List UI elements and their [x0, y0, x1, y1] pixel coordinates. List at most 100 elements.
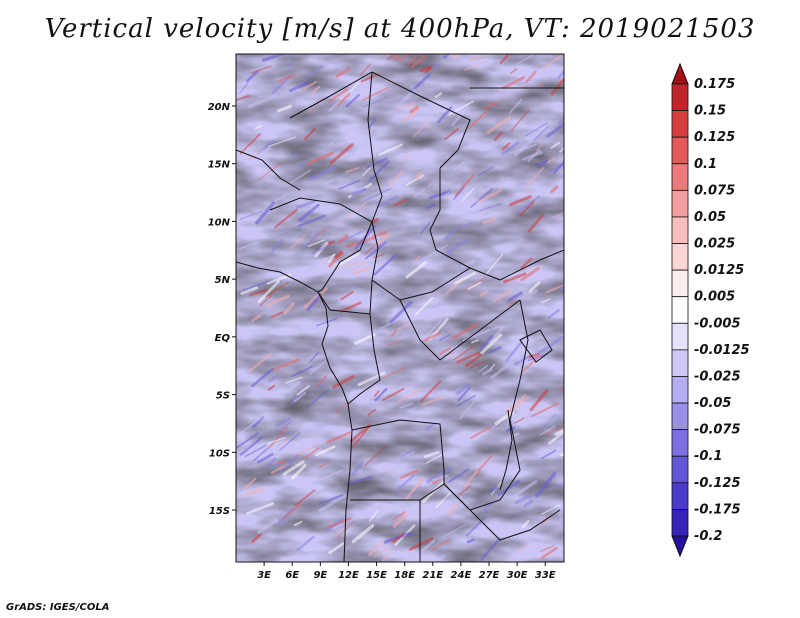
- colorbar-top-arrow: [671, 62, 689, 85]
- field-streak: [277, 73, 296, 83]
- field-streak: [435, 492, 451, 509]
- field-streak: [268, 375, 278, 383]
- field-streak: [337, 92, 351, 106]
- field-streak: [373, 546, 389, 558]
- field-streak: [277, 420, 293, 433]
- field-streak: [541, 297, 551, 304]
- field-streak: [434, 555, 446, 562]
- field-streak: [562, 345, 564, 348]
- field-streak: [398, 54, 410, 62]
- field-streak: [297, 214, 327, 228]
- field-streak: [315, 469, 344, 483]
- field-streak: [399, 469, 419, 479]
- field-streak: [505, 393, 527, 418]
- field-streak: [238, 81, 249, 94]
- field-streak: [362, 87, 389, 101]
- field-streak: [239, 436, 263, 456]
- field-streak: [488, 346, 502, 354]
- field-streak: [340, 301, 362, 313]
- field-streak: [477, 188, 503, 204]
- lat-tick-label: 5S: [216, 391, 230, 402]
- field-streak: [470, 426, 491, 439]
- field-streak: [439, 334, 451, 341]
- field-streak: [398, 88, 416, 107]
- field-streak: [545, 283, 564, 294]
- field-streak: [423, 451, 440, 459]
- field-streak: [527, 213, 545, 233]
- field-streak: [276, 460, 286, 465]
- field-streak: [239, 133, 261, 155]
- field-streak: [308, 360, 327, 376]
- field-streak: [268, 437, 286, 444]
- field-streak: [557, 118, 564, 125]
- field-streak: [526, 166, 545, 188]
- colorbar-swatch: [671, 136, 689, 165]
- field-streak: [477, 166, 494, 177]
- field-streak: [373, 254, 397, 276]
- coastline-west: [236, 261, 353, 562]
- field-streak: [521, 520, 530, 529]
- field-streak: [531, 402, 559, 417]
- field-streak: [351, 187, 367, 197]
- field-streak: [316, 383, 326, 390]
- field-streak: [450, 495, 463, 509]
- field-streak: [296, 535, 315, 552]
- field-streak: [420, 221, 431, 235]
- field-streak: [549, 163, 564, 172]
- field-streak: [461, 187, 475, 202]
- field-streak: [546, 122, 564, 138]
- field-streak: [316, 317, 338, 327]
- field-streak: [362, 97, 387, 109]
- colorbar-swatch: [671, 429, 689, 457]
- field-streak: [432, 388, 448, 397]
- field-streak: [535, 472, 557, 498]
- field-streak: [397, 323, 410, 331]
- field-streak: [282, 504, 301, 519]
- field-streak: [520, 266, 541, 282]
- field-streak: [278, 453, 299, 474]
- field-streak: [424, 203, 436, 210]
- field-streak: [506, 299, 519, 308]
- field-streak: [409, 105, 419, 114]
- field-streak: [484, 253, 504, 276]
- field-streak: [409, 485, 421, 497]
- field-streak: [326, 517, 352, 529]
- field-streak: [505, 340, 523, 362]
- colorbar-swatch: [671, 216, 689, 244]
- field-streak: [248, 288, 268, 297]
- lon-tick-label: 18E: [394, 570, 415, 581]
- field-streak: [270, 238, 284, 253]
- border-zambia: [443, 483, 561, 541]
- field-streak: [528, 352, 540, 359]
- field-streak: [467, 54, 483, 62]
- field-streak: [414, 296, 434, 316]
- field-streak: [493, 131, 503, 142]
- border-libya-chad: [371, 71, 471, 169]
- field-streak: [239, 210, 264, 220]
- field-streak: [349, 261, 367, 272]
- border-cameroon-gabon: [317, 279, 373, 315]
- field-streak: [480, 333, 503, 355]
- field-streak: [254, 147, 272, 157]
- colorbar-swatch: [671, 163, 689, 191]
- field-streak: [497, 479, 521, 496]
- field-streak: [276, 104, 292, 113]
- field-streak: [424, 422, 437, 431]
- field-streak: [325, 179, 335, 185]
- field-streak: [307, 239, 326, 247]
- field-streak: [390, 330, 397, 337]
- field-streak: [266, 273, 292, 285]
- field-streak: [268, 426, 289, 449]
- field-streak: [488, 324, 503, 332]
- field-streak: [372, 230, 388, 238]
- field-streak: [550, 141, 561, 149]
- field-streak: [308, 351, 320, 363]
- field-streak: [393, 103, 416, 112]
- field-streak: [379, 318, 399, 330]
- field-streak: [347, 377, 363, 393]
- field-streak: [464, 221, 473, 227]
- field-streak: [513, 417, 525, 425]
- field-streak: [351, 425, 371, 449]
- field-streak: [376, 195, 398, 208]
